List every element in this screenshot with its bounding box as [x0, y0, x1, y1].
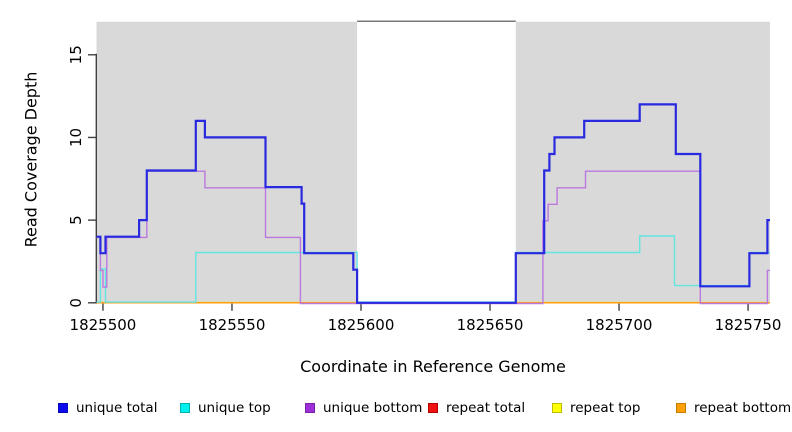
x-tick-label: 1825700: [586, 316, 653, 334]
legend-label: unique top: [198, 400, 271, 416]
y-tick-label: 10: [67, 128, 85, 147]
shaded-region-0: [96, 21, 358, 304]
legend-label: unique total: [76, 400, 158, 416]
legend-item-unique-top: unique top: [180, 398, 271, 418]
legend-item-unique-bottom: unique bottom: [305, 398, 422, 418]
legend-swatch-repeat-bottom: [676, 403, 686, 413]
legend-label: repeat total: [446, 400, 526, 416]
legend-item-unique-total: unique total: [58, 398, 157, 418]
legend-item-repeat-bottom: repeat bottom: [676, 398, 791, 418]
series-unique-bottom-line: [96, 170, 770, 305]
series-unique-total-line: [96, 103, 770, 304]
legend-swatch-unique-top: [180, 403, 190, 413]
x-tick-label: 1825500: [70, 316, 137, 334]
y-tick-label: 0: [67, 298, 85, 308]
legend-label: repeat bottom: [694, 400, 792, 416]
x-tick-label: 1825600: [328, 316, 395, 334]
x-tick-label: 1825750: [715, 316, 782, 334]
legend-item-repeat-top: repeat top: [552, 398, 640, 418]
y-tick-label: 5: [67, 215, 85, 225]
legend-swatch-unique-total: [58, 403, 68, 413]
legend-item-repeat-total: repeat total: [428, 398, 525, 418]
legend: unique total unique top unique bottom repea…: [0, 398, 792, 420]
shaded-region-1: [515, 21, 770, 304]
y-axis-label: Read Coverage Depth: [21, 71, 41, 248]
legend-swatch-repeat-top: [552, 403, 562, 413]
x-axis-label: Coordinate in Reference Genome: [300, 357, 566, 376]
x-tick-label: 1825550: [199, 316, 266, 334]
y-tick-label: 15: [67, 45, 85, 64]
x-tick-label: 1825650: [457, 316, 524, 334]
legend-label: repeat top: [570, 400, 641, 416]
legend-label: unique bottom: [323, 400, 423, 416]
legend-swatch-unique-bottom: [305, 403, 315, 413]
legend-swatch-repeat-total: [428, 403, 438, 413]
